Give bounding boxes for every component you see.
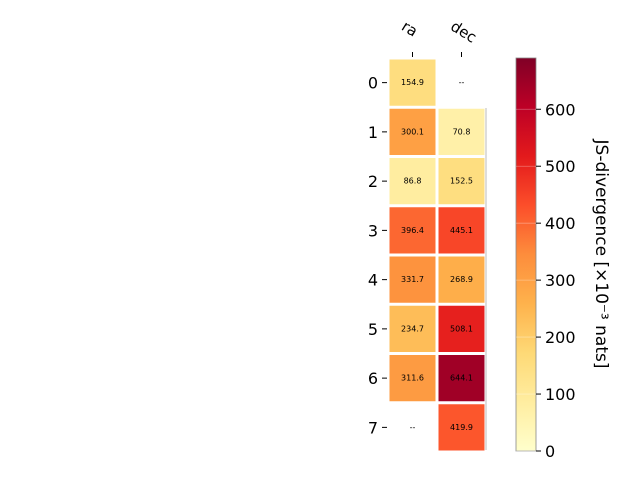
colorbar-tick-label: 100: [545, 385, 576, 404]
colorbar-tick-label: 300: [545, 271, 576, 290]
cell-value-label: 70.8: [453, 127, 471, 136]
heatmap-cell: [438, 108, 485, 155]
heatmap-cells: 154.9 -- 300.1 70.8 86.8 152.5 396.4 445.1 331.7…: [389, 59, 485, 451]
column-tick-labels: ra dec: [398, 17, 480, 57]
cell-value-label: 396.4: [401, 226, 424, 235]
colorbar-tick-label: 200: [545, 328, 576, 347]
cell-value-label: --: [459, 78, 465, 87]
heatmap-cell: [389, 158, 436, 205]
heatmap-cell: [438, 158, 485, 205]
cell-value-label: 86.8: [404, 177, 422, 186]
row-tick-label: 1: [368, 123, 378, 142]
row-tick-label: 3: [368, 221, 378, 240]
cell-value-label: 331.7: [401, 275, 424, 284]
colorbar-tick-label: 0: [545, 442, 555, 461]
row-tick-label: 0: [368, 74, 378, 93]
heatmap-cell: [438, 207, 485, 254]
cell-value-label: 419.9: [450, 423, 473, 432]
heatmap-cell: [389, 355, 436, 402]
row-tick-labels: 0 1 2 3 4 5 6 7: [368, 74, 387, 437]
colorbar: 0 100 200 300 400 500 600 JS-divergence [×10⁻³…: [515, 57, 611, 461]
heatmap-cell: [389, 256, 436, 303]
cell-value-label: 154.9: [401, 78, 424, 87]
heatmap-cell: [389, 59, 436, 106]
colorbar-tick-label: 600: [545, 100, 576, 119]
row-tick-label: 2: [368, 172, 378, 191]
row-tick-label: 5: [368, 320, 378, 339]
heatmap-cell: [389, 108, 436, 155]
colorbar-ticks: 0 100 200 300 400 500 600: [516, 100, 576, 461]
heatmap-cell: [438, 256, 485, 303]
heatmap-cell: [438, 355, 485, 402]
row-tick-label: 4: [368, 271, 378, 290]
column-tick-label: dec: [447, 17, 479, 47]
colorbar-fill: [515, 57, 537, 452]
cell-value-label: 300.1: [401, 127, 424, 136]
colorbar-tick-label: 400: [545, 214, 576, 233]
cell-value-label: 644.1: [450, 374, 473, 383]
cell-value-label: 268.9: [450, 275, 473, 284]
cell-value-label: 311.6: [401, 374, 424, 383]
cell-value-label: 445.1: [450, 226, 473, 235]
heatmap-cell: [389, 305, 436, 352]
cell-value-label: 152.5: [450, 177, 473, 186]
colorbar-label: JS-divergence [×10⁻³ nats]: [591, 139, 611, 369]
row-tick-label: 7: [368, 418, 378, 437]
heatmap-cell: [438, 305, 485, 352]
colorbar-tick-label: 500: [545, 157, 576, 176]
row-tick-label: 6: [368, 369, 378, 388]
cell-value-label: --: [410, 423, 416, 432]
column-tick-label: ra: [398, 17, 421, 40]
cell-value-label: 508.1: [450, 324, 473, 333]
heatmap-cell: [389, 207, 436, 254]
cell-value-label: 234.7: [401, 324, 424, 333]
heatmap-cell: [438, 404, 485, 451]
